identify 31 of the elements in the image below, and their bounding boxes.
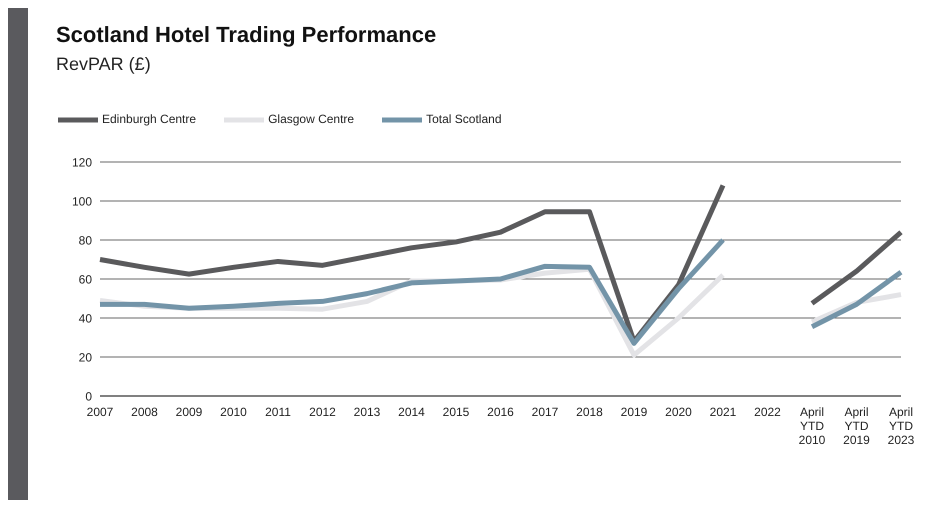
y-tick-label: 40 — [78, 311, 92, 326]
y-tick-label: 100 — [72, 194, 92, 208]
y-tick-label: 120 — [72, 155, 92, 170]
x-tick-label: 2010 — [220, 405, 248, 419]
x-tick-label: 2008 — [131, 405, 158, 419]
x-tick-label: 2022 — [754, 405, 782, 419]
x-tick-label: 2007 — [86, 405, 114, 419]
x-tick-label: 2009 — [176, 405, 203, 419]
y-tick-label: 20 — [78, 350, 92, 364]
y-tick-label: 80 — [78, 233, 92, 248]
chart-subtitle: RevPAR (£) — [56, 54, 151, 75]
x-tick-label: 2014 — [398, 405, 426, 419]
x-tick-label: 2018 — [576, 405, 604, 419]
x-tick-label: 2020 — [665, 405, 692, 419]
x-tick-label: 2015 — [442, 405, 470, 419]
legend-label: Edinburgh Centre — [102, 112, 196, 126]
x-tick-label: April YTD 2010 — [798, 405, 826, 447]
x-tick-label: 2019 — [620, 405, 648, 419]
chart-title: Scotland Hotel Trading Performance — [56, 22, 436, 48]
legend-label: Glasgow Centre — [268, 112, 354, 126]
x-tick-label: 2017 — [532, 405, 559, 419]
x-tick-label: 2021 — [710, 405, 737, 419]
x-tick-label: 2016 — [487, 405, 514, 419]
y-tick-label: 60 — [78, 272, 92, 286]
x-tick-label: 2012 — [309, 405, 336, 419]
x-tick-label: 2013 — [354, 405, 381, 419]
legend-label: Total Scotland — [426, 112, 502, 126]
x-tick-label: 2011 — [265, 405, 292, 419]
x-tick-label: April YTD 2019 — [843, 405, 870, 447]
x-tick-label: April YTD 2023 — [888, 405, 915, 447]
y-tick-label: 0 — [85, 389, 92, 404]
